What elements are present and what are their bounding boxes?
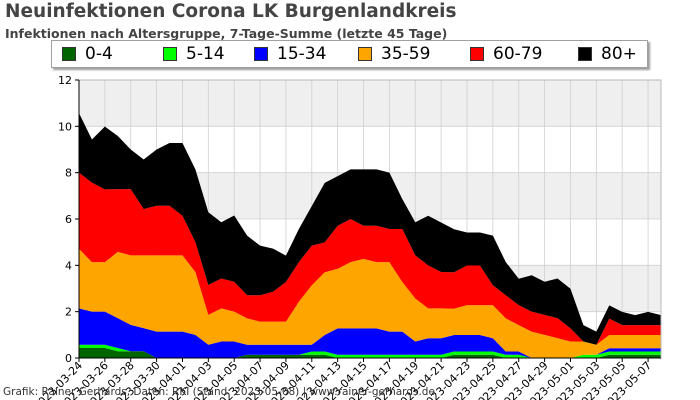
legend-label: 15-34 [277, 44, 327, 64]
legend-label: 0-4 [85, 44, 113, 64]
area-series-5-14 [79, 344, 661, 358]
legend-swatch [163, 47, 177, 61]
legend-swatch [578, 47, 592, 61]
series-areas [79, 113, 661, 358]
legend-label: 5-14 [186, 44, 225, 64]
chart-title: Neuinfektionen Corona LK Burgenlandkreis [5, 1, 457, 22]
area-series-60-79 [79, 172, 661, 345]
legend-swatch [470, 47, 484, 61]
legend-item-35-59: 35-59 [358, 41, 430, 67]
y-tick-label: 4 [65, 259, 72, 272]
legend-swatch [254, 47, 268, 61]
legend-item-5-14: 5-14 [163, 41, 225, 67]
legend-item-60-79: 60-79 [470, 41, 542, 67]
legend-item-0-4: 0-4 [62, 41, 113, 67]
chart-legend: 0-4 5-14 15-34 35-59 60-79 80+ [51, 40, 648, 68]
legend-swatch [62, 47, 76, 61]
plot-band [79, 80, 661, 127]
legend-label: 80+ [601, 44, 637, 64]
legend-label: 60-79 [493, 44, 543, 64]
legend-swatch [358, 47, 372, 61]
area-series-15-34 [79, 308, 661, 358]
area-series-80+ [79, 113, 661, 345]
legend-item-80+: 80+ [578, 41, 637, 67]
y-tick-label: 12 [58, 74, 72, 87]
legend-label: 35-59 [381, 44, 431, 64]
y-tick-label: 2 [65, 306, 72, 319]
area-series-0-4 [79, 348, 661, 358]
area-series-35-59 [79, 248, 661, 358]
chart-subtitle: Infektionen nach Altersgruppe, 7-Tage-Su… [5, 26, 448, 41]
legend-item-15-34: 15-34 [254, 41, 326, 67]
y-tick-label: 10 [58, 120, 72, 133]
y-tick-label: 0 [65, 352, 72, 365]
y-tick-label: 6 [65, 213, 72, 226]
footer-credit: Grafik: Rainer Gerhards, Daten: RKI (Sta… [3, 386, 435, 398]
y-tick-label: 8 [65, 167, 72, 180]
